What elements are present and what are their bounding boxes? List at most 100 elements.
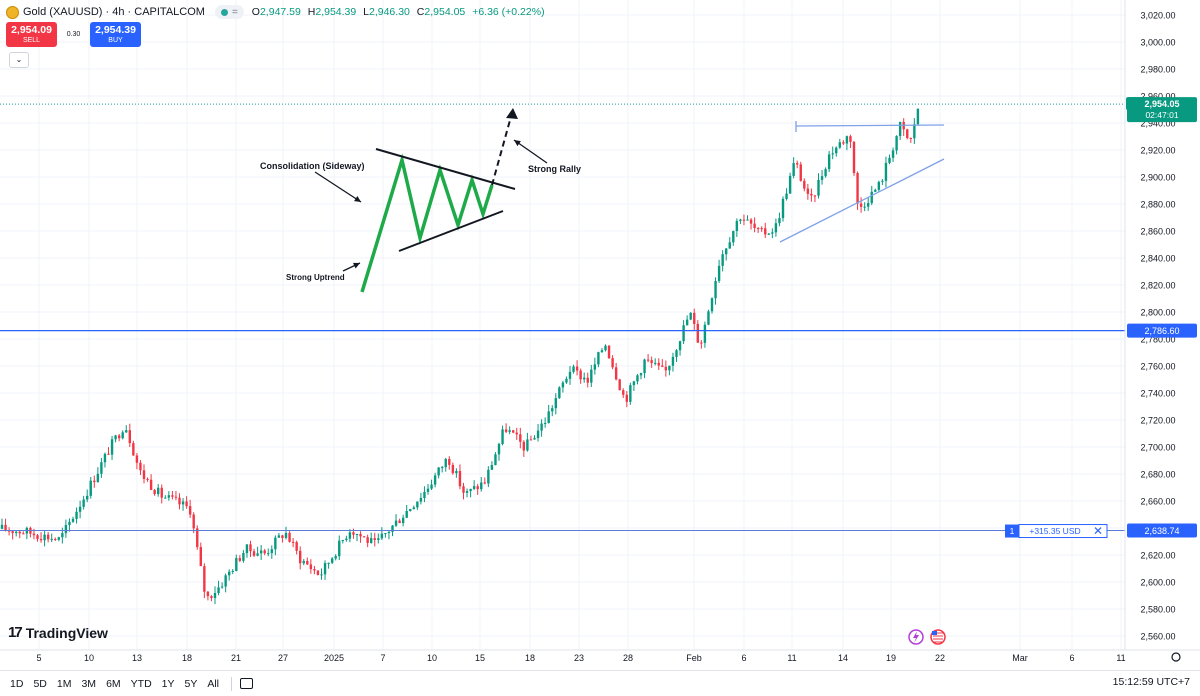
price-tick-label: 2,660.00 [1140, 497, 1175, 507]
price-tick-label: 2,600.00 [1140, 578, 1175, 588]
clock-time[interactable]: 15:12:59 UTC+7 [1112, 676, 1190, 688]
trendline-upper[interactable] [795, 124, 945, 127]
rally-arrow-head [514, 140, 521, 147]
candle-body [181, 501, 185, 505]
candle-body [512, 430, 515, 433]
candle-body [32, 533, 36, 536]
symbol-header: Gold (XAUUSD) · 4h · CAPITALCOM = O2,947… [6, 4, 549, 20]
candle-body [394, 520, 398, 526]
candle-body [405, 510, 408, 518]
price-tick-label: 2,980.00 [1140, 65, 1175, 75]
sell-price: 2,954.09 [11, 24, 52, 36]
tradingview-logo[interactable]: 17 TradingView [8, 624, 108, 641]
candle-body [401, 517, 405, 524]
candle-body [735, 220, 739, 232]
candle-body [629, 385, 632, 402]
candle-body [146, 478, 149, 480]
timeframe-1d[interactable]: 1D [10, 677, 24, 690]
timeframe-1y[interactable]: 1Y [161, 677, 175, 690]
candle-body [543, 423, 547, 425]
candle-body [100, 462, 103, 474]
low-key: L [363, 6, 369, 18]
timeframe-5y[interactable]: 5Y [184, 677, 198, 690]
candle-body [306, 560, 309, 565]
candle-body [231, 571, 234, 573]
candle-body [288, 532, 291, 542]
candle-body [483, 482, 486, 484]
timeframe-1m[interactable]: 1M [56, 677, 72, 690]
candle-body [575, 366, 579, 371]
candle-body [849, 136, 852, 142]
candle-body [504, 429, 508, 432]
time-tick-label: 15 [475, 653, 485, 663]
candle-body [291, 541, 295, 543]
candle-body [256, 553, 259, 556]
candle-body [355, 534, 359, 536]
candle-body [107, 453, 110, 455]
market-status[interactable]: = [214, 5, 244, 19]
timeframe-ytd[interactable]: YTD [130, 677, 152, 690]
candle-body [820, 176, 824, 180]
price-axis[interactable]: 3,020.00 3,000.00 2,980.00 2,960.00 2,940.00… [0, 0, 1200, 651]
timeframe-5d[interactable]: 5D [33, 677, 47, 690]
candle-body [462, 486, 465, 493]
price-tick-label: 2,760.00 [1140, 362, 1175, 372]
candle-body [412, 507, 415, 510]
timeframe-6m[interactable]: 6M [106, 677, 121, 690]
close-x-icon[interactable] [1094, 527, 1102, 534]
time-axis[interactable]: 5 10 13 18 21 27 2025 7 10 15 18 23 28 Feb 6 11 14 19 22 Ma… [36, 652, 1181, 663]
pattern-breakout-line [491, 112, 513, 186]
candle-body [806, 188, 810, 194]
timeframe-all[interactable]: All [207, 677, 220, 690]
candle-body [654, 362, 657, 364]
candle-body [881, 180, 884, 182]
candle-body [746, 219, 749, 221]
candle-body [480, 482, 483, 490]
candle-body [210, 596, 213, 599]
strong-uptrend-label[interactable]: Strong Uptrend [286, 273, 345, 282]
candle-body [75, 511, 78, 519]
pattern-annotation[interactable]: Consolidation (Sideway) Strong Rally Str… [260, 108, 581, 293]
candle-body [185, 501, 188, 507]
candle-body [196, 528, 199, 548]
candle-body [519, 434, 522, 442]
candle-body [835, 147, 838, 154]
timeframe-3m[interactable]: 3M [81, 677, 97, 690]
candle-body [586, 377, 589, 383]
buy-button[interactable]: 2,954.39 BUY [90, 22, 141, 47]
collapse-panel-button[interactable]: ⌄ [9, 52, 29, 68]
time-tick-label: 11 [1116, 653, 1125, 663]
candle-body [320, 574, 323, 576]
candle-body [103, 453, 107, 463]
time-tick-label: 14 [838, 653, 848, 663]
candle-body [678, 341, 682, 351]
high-value: 2,954.39 [315, 6, 357, 18]
candle-body [43, 534, 46, 541]
trendline-lower[interactable] [779, 158, 945, 243]
candle-body [174, 496, 178, 498]
candle-body [604, 345, 607, 351]
candle-body [433, 475, 437, 485]
gear-icon[interactable] [1171, 652, 1181, 662]
candle-body [82, 499, 85, 507]
candle-body [476, 486, 479, 490]
consolidation-label[interactable]: Consolidation (Sideway) [260, 161, 365, 171]
candle-body [529, 439, 533, 441]
candle-body [125, 430, 128, 433]
sell-button[interactable]: 2,954.09 SELL [6, 22, 57, 47]
time-tick-label: 13 [132, 653, 142, 663]
strong-rally-label[interactable]: Strong Rally [528, 164, 581, 174]
price-tick-label: 2,720.00 [1140, 416, 1175, 426]
calendar-range-icon[interactable] [240, 678, 254, 689]
symbol-title[interactable]: Gold (XAUUSD) · 4h · CAPITALCOM [23, 6, 205, 18]
candle-body [877, 181, 881, 190]
candle-body [643, 359, 646, 374]
position-qty-box[interactable] [1005, 524, 1019, 538]
candle-body [327, 562, 330, 564]
candle-body [157, 487, 160, 495]
candle-body [756, 227, 760, 229]
position-pnl-box[interactable] [1018, 524, 1108, 539]
candle-body [178, 497, 181, 505]
current-price-label: 2,954.05 [1144, 99, 1179, 109]
